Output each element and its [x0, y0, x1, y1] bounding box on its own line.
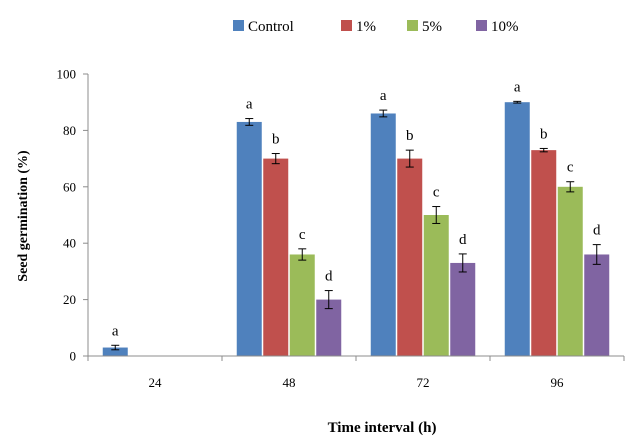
x-axis-label: Time interval (h) [328, 420, 437, 436]
legend-label: 1% [356, 19, 376, 35]
x-tick-label: 48 [283, 375, 296, 390]
significance-label: d [593, 223, 601, 239]
bar [370, 113, 396, 356]
x-tick-label: 24 [149, 375, 163, 390]
y-tick-label: 0 [70, 349, 77, 364]
legend-swatch [341, 20, 352, 31]
y-tick-label: 100 [57, 67, 77, 82]
y-tick-label: 80 [63, 123, 76, 138]
x-tick-label: 72 [417, 375, 430, 390]
significance-label: c [433, 185, 440, 201]
significance-label: a [380, 88, 387, 104]
y-tick-label: 60 [63, 179, 76, 194]
y-tick-label: 40 [63, 236, 76, 251]
significance-label: a [112, 323, 119, 339]
bar [236, 121, 262, 356]
significance-label: b [406, 128, 414, 144]
significance-label: c [567, 160, 574, 176]
bar [557, 186, 583, 356]
bar [102, 347, 128, 356]
plot-area: a a b c d a b c d a b c d [102, 79, 610, 356]
significance-label: a [514, 79, 521, 95]
legend: Control 1% 5% 10% [233, 19, 519, 35]
significance-label: b [540, 126, 548, 142]
y-axis-ticks: 0 20 40 60 80 100 [57, 67, 88, 364]
significance-label: b [272, 132, 280, 148]
bar [289, 254, 315, 356]
significance-label: d [325, 269, 333, 285]
significance-label: a [246, 97, 253, 113]
significance-labels: a a b c d a b c d a b c d [112, 79, 601, 339]
x-axis-ticks: 24 48 72 96 [87, 356, 625, 390]
legend-label: 5% [422, 19, 442, 35]
bar [397, 158, 423, 356]
legend-swatch [407, 20, 418, 31]
significance-label: d [459, 232, 467, 248]
bar [450, 262, 476, 356]
bar [504, 102, 530, 356]
bar [584, 254, 610, 356]
bar [423, 215, 449, 356]
bars [102, 102, 610, 356]
x-tick-label: 96 [551, 375, 565, 390]
y-axis-label: Seed germination (%) [16, 150, 31, 282]
legend-label: Control [248, 19, 294, 35]
significance-label: c [299, 227, 306, 243]
legend-label: 10% [491, 19, 519, 35]
bar [263, 158, 289, 356]
error-bars [111, 100, 601, 351]
bar [531, 150, 557, 356]
legend-swatch [476, 20, 487, 31]
legend-swatch [233, 20, 244, 31]
y-tick-label: 20 [63, 292, 76, 307]
